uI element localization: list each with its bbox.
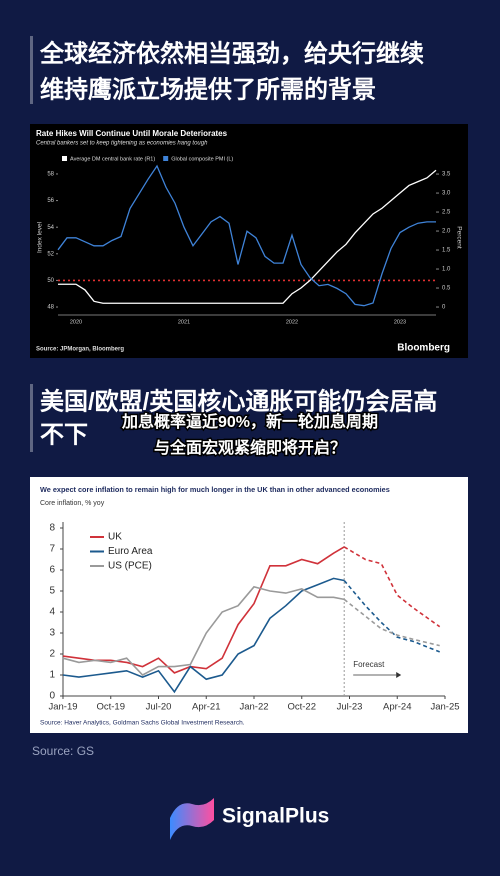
- y-tick-label: 50: [47, 278, 54, 284]
- y-tick-label: 0: [49, 691, 55, 702]
- x-tick-label: Jul-23: [337, 702, 363, 713]
- y-tick-label: 48: [47, 305, 54, 311]
- y2-tick-label: 2.0: [442, 229, 451, 235]
- data-line: [62, 577, 345, 694]
- chart-title: We expect core inflation to remain high …: [40, 485, 390, 494]
- data-line: [57, 164, 436, 307]
- heading: 美国/欧盟/英国核心通胀可能仍会居高: [40, 387, 437, 415]
- source: Source: GS: [32, 744, 94, 758]
- y-tick-label: 5: [49, 586, 55, 597]
- legend-label: UK: [108, 532, 122, 543]
- x-tick-label: Jul-20: [146, 702, 172, 713]
- x-tick-label: Jan-25: [430, 702, 459, 713]
- legend-label: Average DM central bank rate (R1): [70, 156, 155, 162]
- y2-tick-label: 0: [442, 305, 446, 311]
- accent-bar: [30, 36, 33, 104]
- chart-subtitle: Core inflation, % yoy: [40, 500, 105, 507]
- brand: SignalPlus: [222, 805, 329, 828]
- x-tick-label: 2022: [286, 319, 298, 325]
- heading: 维持鹰派立场提供了所需的背景: [40, 75, 376, 103]
- heading: 不下: [40, 421, 88, 448]
- x-tick-label: Jan-22: [239, 702, 268, 713]
- y2-tick-label: 1.5: [442, 248, 451, 254]
- heading: 全球经济依然相当强劲，给央行继续: [39, 39, 424, 67]
- y-tick-label: 1: [49, 670, 55, 681]
- x-tick-label: Jan-19: [48, 702, 77, 713]
- y-tick-label: 8: [49, 523, 55, 534]
- y-tick-label: 7: [49, 544, 55, 555]
- data-line: [343, 598, 440, 647]
- y-tick-label: 3: [49, 628, 55, 639]
- x-tick-label: Apr-24: [383, 702, 412, 713]
- y-tick-label: 58: [47, 172, 54, 178]
- y-tick-label: 4: [49, 607, 55, 618]
- y2-tick-label: 2.5: [442, 210, 451, 216]
- brand: Bloomberg: [397, 343, 450, 354]
- y-axis-label: Index level: [37, 221, 44, 253]
- y-tick-label: 54: [47, 225, 54, 231]
- y2-axis-label: Percent: [455, 226, 462, 249]
- y2-tick-label: 3.0: [442, 191, 451, 197]
- data-line: [62, 585, 345, 676]
- y-tick-label: 6: [49, 565, 55, 576]
- y2-tick-label: 1.0: [442, 267, 451, 273]
- chart-panel: [30, 477, 468, 733]
- y2-tick-label: 0.5: [442, 286, 451, 292]
- legend-label: US (PCE): [108, 561, 152, 572]
- source: Source: Haver Analytics, Goldman Sachs G…: [40, 720, 245, 727]
- data-line: [343, 546, 441, 628]
- data-line: [58, 169, 437, 304]
- legend-label: Global composite PMI (L): [171, 156, 233, 162]
- legend-swatch: [62, 156, 67, 161]
- overlay-caption: 加息概率逼近90%，新一轮加息周期: [121, 412, 378, 431]
- legend-label: Euro Area: [108, 546, 153, 557]
- source: Source: JPMorgan, Bloomberg: [36, 347, 124, 353]
- annotation-arrow: [396, 672, 402, 678]
- x-tick-label: Oct-22: [287, 702, 316, 713]
- data-line: [62, 546, 345, 674]
- x-tick-label: Apr-21: [192, 702, 221, 713]
- y-tick-label: 2: [49, 649, 55, 660]
- legend-swatch: [163, 156, 169, 161]
- logo-icon: [170, 798, 214, 840]
- y2-tick-label: 3.5: [442, 172, 451, 178]
- chart-subtitle: Central bankers set to keep tightening a…: [36, 141, 208, 147]
- x-tick-label: 2021: [178, 319, 190, 325]
- accent-bar: [30, 384, 33, 452]
- x-tick-label: Oct-19: [96, 702, 125, 713]
- x-tick-label: 2020: [70, 319, 82, 325]
- y-tick-label: 56: [47, 198, 54, 204]
- data-line: [343, 579, 440, 653]
- y-tick-label: 52: [47, 251, 54, 257]
- overlay-caption: 与全面宏观紧缩即将开启？: [154, 438, 346, 457]
- x-tick-label: 2023: [394, 319, 406, 325]
- chart-title: Rate Hikes Will Continue Until Morale De…: [36, 129, 228, 138]
- annotation: Forecast: [353, 660, 385, 669]
